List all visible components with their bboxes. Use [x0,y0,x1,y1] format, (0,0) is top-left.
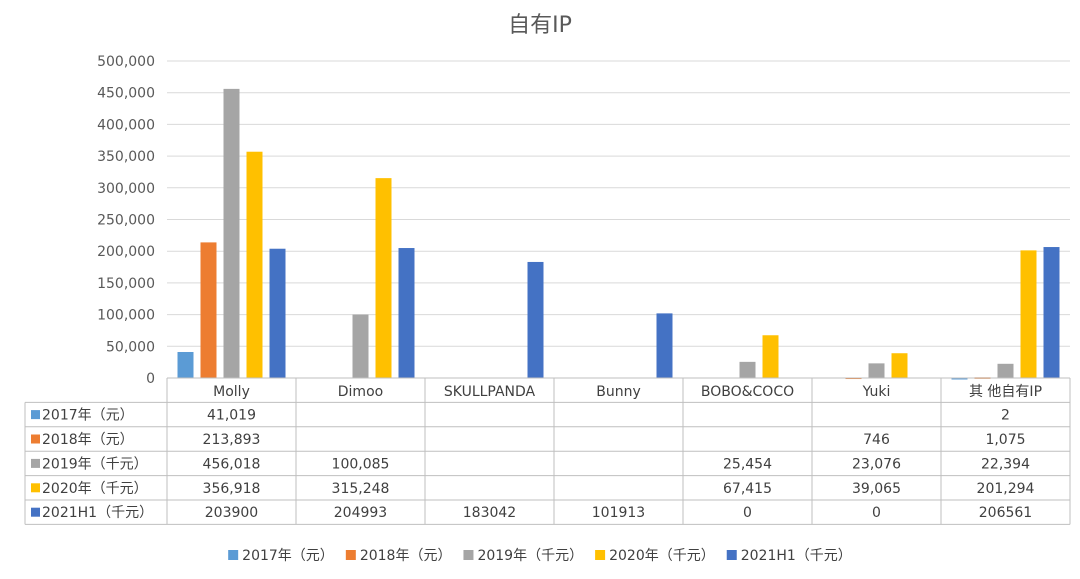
data-label: 67,415 [723,481,772,497]
bar [1020,250,1037,378]
x-tick-label: 其 他自有IP [969,384,1042,400]
bar [177,351,194,378]
data-label: 22,394 [981,456,1030,472]
bar [375,178,392,378]
legend-label: 2020年（千元） [609,548,715,564]
x-tick-label: Yuki [862,384,891,400]
y-tick-label: 300,000 [97,181,155,197]
bar [398,248,415,378]
row-label: 2019年（千元） [42,456,148,472]
x-tick-label: BOBO&COCO [701,384,794,400]
data-label: 25,454 [723,456,772,472]
bar [1043,247,1060,378]
row-legend-key [31,507,40,517]
grid [167,60,1070,347]
bar [656,313,673,378]
row-legend-key [31,410,40,420]
row-legend-key [31,458,40,468]
row-legend-key [31,483,40,493]
legend-item: 2017年（元） [228,548,334,564]
legend: 2017年（元） 2018年（元） 2019年（千元） 2020年（千元） 2021H1… [228,548,852,564]
data-label: 101913 [592,505,645,521]
bar [997,363,1014,378]
row-legend-key [31,434,40,444]
bar [269,248,286,378]
data-label: 203900 [205,505,258,521]
data-label: 315,248 [332,481,390,497]
y-tick-label: 0 [146,371,155,387]
data-label: 0 [872,505,881,521]
row-label: 2021H1（千元） [42,505,153,521]
x-tick-label: Molly [213,384,250,400]
y-tick-label: 400,000 [97,117,155,133]
data-label: 204993 [334,505,387,521]
y-tick-label: 150,000 [97,276,155,292]
y-tick-label: 450,000 [97,86,155,102]
y-tick-label: 100,000 [97,308,155,324]
legend-swatch [228,550,239,560]
bar [891,353,908,378]
y-tick-label: 50,000 [106,339,155,355]
data-label: 456,018 [203,456,261,472]
y-tick-label: 500,000 [97,54,155,70]
bar [200,242,217,378]
legend-label: 2019年（千元） [477,548,583,564]
legend-swatch [726,550,737,560]
data-label: 206561 [979,505,1032,521]
data-label: 746 [863,432,890,448]
bar [246,151,263,378]
bar [951,377,968,380]
bars [177,88,1060,380]
row-label: 2020年（千元） [42,481,148,497]
data-label: 2 [1001,408,1010,424]
data-label: 41,019 [207,408,256,424]
bar [762,335,779,378]
row-label: 2018年（元） [42,432,134,448]
legend-swatch [463,550,474,560]
legend-item: 2021H1（千元） [726,548,852,564]
y-tick-label: 200,000 [97,244,155,260]
legend-swatch [345,550,356,560]
legend-item: 2019年（千元） [463,548,583,564]
data-label: 356,918 [203,481,261,497]
x-tick-label: Dimoo [338,384,383,400]
bar [868,363,885,378]
legend-label: 2021H1（千元） [741,548,852,564]
legend-item: 2018年（元） [345,548,452,564]
bar [223,88,240,379]
data-label: 183042 [463,505,516,521]
x-tick-label: SKULLPANDA [444,384,536,400]
data-label: 23,076 [852,456,901,472]
data-label: 0 [743,505,752,521]
data-label: 39,065 [852,481,901,497]
data-label: 100,085 [332,456,390,472]
data-label: 1,075 [985,432,1025,448]
legend-swatch [595,550,606,560]
legend-label: 2017年（元） [242,548,334,564]
bar [739,361,756,378]
x-tick-label: Bunny [596,384,641,400]
y-tick-label: 250,000 [97,213,155,229]
chart-title: 自有IP [508,13,572,38]
legend-label: 2018年（元） [360,548,452,564]
data-table: Molly Dimoo SKULLPANDA Bunny BOBO&COCO Yuki 其 … [24,377,1071,525]
y-tick-label: 350,000 [97,149,155,165]
data-label: 213,893 [203,432,261,448]
bar [527,261,544,378]
legend-item: 2020年（千元） [595,548,715,564]
y-axis: 500,000 450,000 400,000 350,000 300,000 250,0… [97,54,155,387]
data-label: 201,294 [977,481,1035,497]
bar [352,314,369,378]
row-label: 2017年（元） [42,408,134,424]
